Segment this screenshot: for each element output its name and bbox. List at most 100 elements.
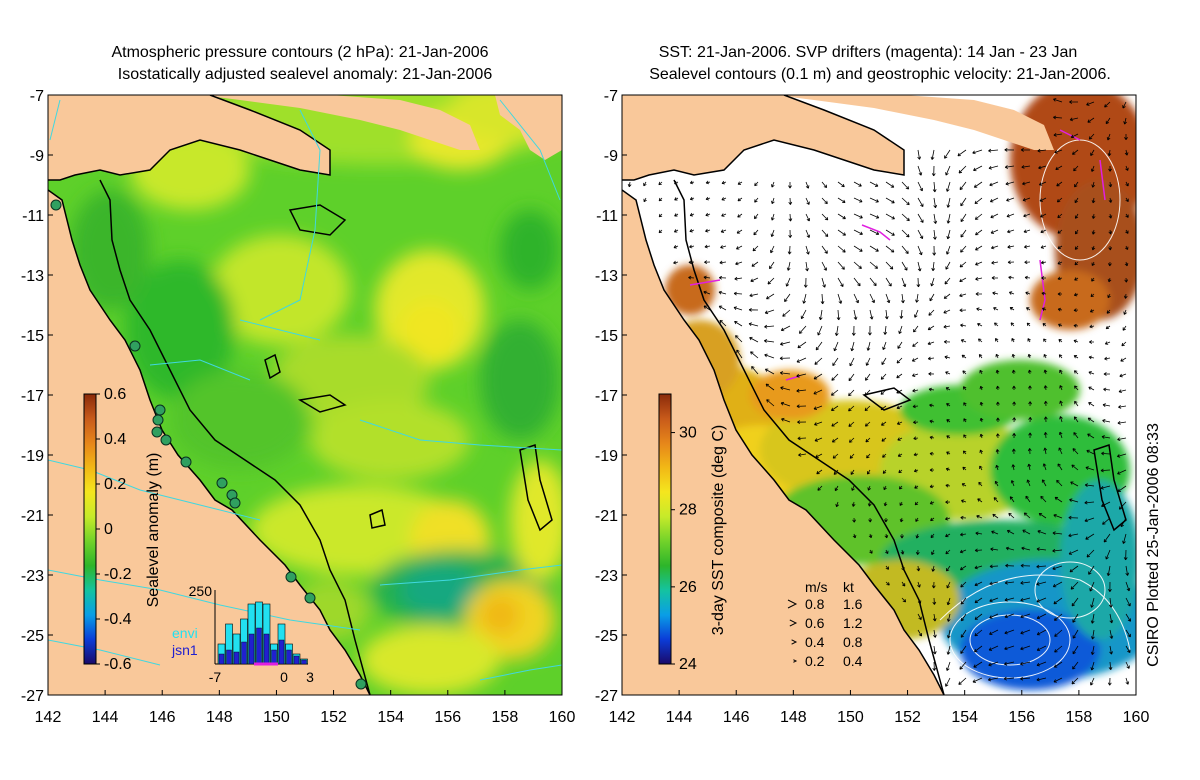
velocity-arrow <box>1072 661 1079 670</box>
velocity-arrow <box>1090 165 1095 172</box>
velocity-arrow <box>929 293 935 302</box>
lon-tick-label: 148 <box>206 709 233 726</box>
velocity-arrow <box>780 325 791 332</box>
velocity-arrow <box>1025 291 1031 296</box>
lon-tick-label: 152 <box>894 709 921 726</box>
velocity-arrow <box>897 453 903 457</box>
velocity-arrow <box>733 291 743 296</box>
velocity-arrow <box>979 385 984 391</box>
velocity-arrow <box>1059 416 1063 423</box>
colorbar-tick-label: 26 <box>679 579 697 596</box>
velocity-arrow <box>821 229 829 237</box>
velocity-arrow <box>1125 165 1129 171</box>
velocity-arrow <box>929 451 935 456</box>
velocity-arrow <box>929 435 935 440</box>
velocity-arrow <box>802 293 807 304</box>
velocity-arrow <box>868 325 872 336</box>
velocity-arrow <box>1088 386 1095 391</box>
velocity-arrow <box>901 213 910 222</box>
velocity-arrow <box>933 197 938 209</box>
velocity-arrow <box>927 341 935 346</box>
velocity-arrow <box>689 180 695 185</box>
velocity-arrow <box>932 181 937 193</box>
histogram-bar-jsn1 <box>278 639 285 665</box>
velocity-arrow <box>932 245 937 256</box>
velocity-arrow <box>945 387 951 391</box>
velocity-arrow <box>1004 613 1015 619</box>
velocity-arrow <box>912 404 919 409</box>
velocity-arrow <box>718 305 727 311</box>
velocity-arrow <box>815 453 823 458</box>
velocity-arrow <box>914 309 919 318</box>
velocity-arrow <box>1109 629 1114 639</box>
velocity-arrow <box>821 197 828 205</box>
velocity-arrow <box>901 245 909 254</box>
velocity-arrow <box>1122 533 1127 544</box>
velocity-arrow <box>1068 549 1079 555</box>
velocity-legend-kt: 0.4 <box>843 653 863 669</box>
velocity-arrow <box>749 336 759 343</box>
velocity-arrow <box>817 325 823 336</box>
velocity-arrow <box>1043 447 1048 455</box>
lon-tick-label: 150 <box>263 709 290 726</box>
velocity-arrow <box>869 197 879 203</box>
velocity-arrow <box>1124 245 1129 250</box>
velocity-arrow <box>800 309 807 320</box>
histogram-legend-jsn1: jsn1 <box>171 642 198 658</box>
velocity-arrow <box>959 277 967 283</box>
velocity-arrow <box>917 261 922 272</box>
velocity-arrow <box>1027 353 1032 359</box>
colorbar-tick-label: 0.6 <box>104 386 126 403</box>
velocity-legend-ms: 0.4 <box>805 634 825 650</box>
velocity-arrow <box>917 581 921 588</box>
velocity-arrow <box>766 293 775 300</box>
land-png-south-r <box>622 95 904 180</box>
velocity-arrow <box>1040 213 1047 218</box>
velocity-arrow <box>945 165 951 176</box>
velocity-arrow <box>901 181 910 190</box>
velocity-arrow <box>974 613 983 620</box>
velocity-arrow <box>929 501 935 505</box>
lat-tick-label: -23 <box>21 568 44 585</box>
velocity-arrow <box>849 453 855 459</box>
velocity-legend-header-kt: kt <box>843 579 854 595</box>
velocity-arrow <box>848 437 855 443</box>
velocity-arrow <box>736 245 743 250</box>
velocity-arrow <box>1054 629 1063 637</box>
velocity-arrow <box>736 229 743 234</box>
velocity-arrow <box>689 196 695 201</box>
velocity-legend-ms: 0.2 <box>805 653 825 669</box>
velocity-arrow <box>766 399 775 407</box>
velocity-arrow <box>927 356 935 361</box>
velocity-arrow <box>705 196 711 201</box>
velocity-arrow <box>1108 245 1113 251</box>
velocity-arrow <box>1059 385 1063 391</box>
island-2 <box>264 353 281 380</box>
velocity-arrow <box>1058 339 1063 343</box>
velocity-arrow <box>943 324 951 329</box>
velocity-arrow <box>915 517 919 522</box>
velocity-arrow <box>850 469 855 475</box>
velocity-legend: m/s kt 0.8 1.6 0.6 1.2 0.4 0.8 0.2 0.4 <box>787 579 863 669</box>
velocity-arrow <box>784 293 791 303</box>
lat-tick-label: -25 <box>595 628 618 645</box>
velocity-arrow <box>899 485 903 490</box>
tide-gauge-stations <box>50 199 367 690</box>
colorbar-tick-label: 0.4 <box>104 431 126 448</box>
velocity-arrow <box>1125 661 1130 669</box>
velocity-arrow <box>1026 479 1031 487</box>
velocity-arrow <box>917 213 924 223</box>
velocity-arrow <box>1124 149 1129 156</box>
velocity-arrow <box>848 373 855 382</box>
velocity-arrow <box>989 181 999 187</box>
velocity-arrow <box>813 405 823 410</box>
velocity-arrow <box>1058 354 1063 359</box>
velocity-arrow <box>1108 165 1112 172</box>
velocity-arrow <box>1028 416 1033 423</box>
velocity-arrow <box>1074 229 1079 235</box>
velocity-arrow <box>734 276 743 281</box>
velocity-arrow <box>1123 293 1128 299</box>
velocity-arrow <box>881 437 887 442</box>
velocity-arrow <box>880 389 887 395</box>
right-map <box>622 95 1136 695</box>
